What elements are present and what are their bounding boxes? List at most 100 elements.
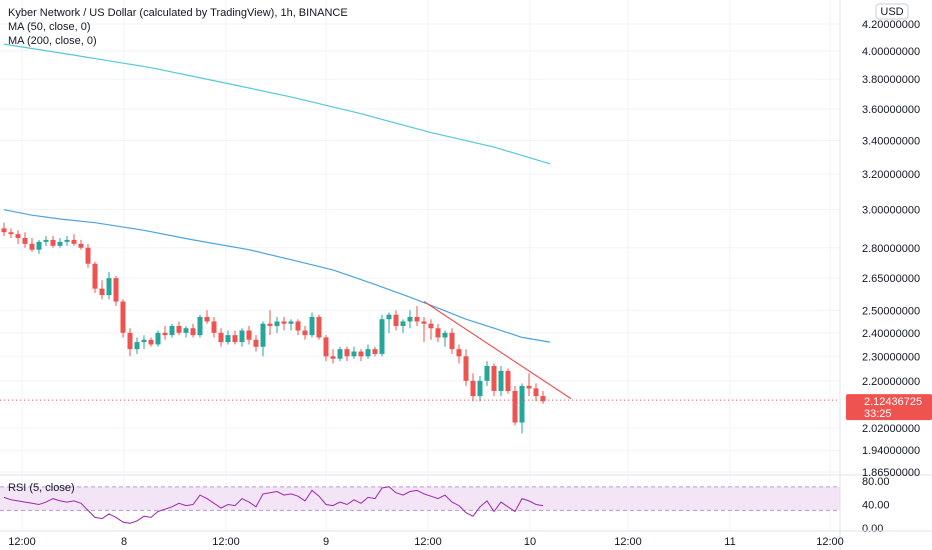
candle-body [491,365,497,391]
price-tick-label: 2.40000000 [862,328,920,340]
candle-body [393,314,399,326]
rsi-tick-label: 0.00 [862,523,883,535]
rsi-band [0,486,840,511]
candle-body [155,332,161,345]
candle-body [372,349,378,354]
candle-body [71,239,77,244]
last-price-badge: 2.12436725 33:25 [846,394,932,421]
candle-body [302,330,308,336]
candle-body [407,316,413,322]
time-tick-label: 9 [323,536,329,548]
price-axis[interactable]: 4.20000000 4.00000000 3.80000000 3.60000000… [839,0,920,550]
candle-body [260,323,266,347]
candle-body [225,335,231,343]
candle-body [120,301,126,333]
candle-body [197,316,203,336]
candle-body [512,390,518,423]
candle-body [232,335,238,343]
candle-body [316,316,322,338]
candle-body [113,278,119,302]
candle-body [127,332,133,350]
candle-body [400,321,406,326]
candle-body [330,356,336,359]
candle-body [253,339,259,347]
candle-body [498,370,504,391]
price-tick-label: 2.80000000 [862,243,920,255]
time-tick-label: 12:00 [816,536,844,548]
candle-body [99,288,105,296]
candle-body [22,237,28,244]
chart-legend: Kyber Network / US Dollar (calculated by… [8,7,348,47]
countdown-timer: 33:25 [864,408,892,420]
candle-body [274,321,280,326]
candle-body [526,385,532,389]
moving-averages [3,43,551,343]
time-axis[interactable]: 12:00 8 12:00 9 12:00 10 12:00 11 12:00 [0,530,932,548]
candle-body [533,388,539,397]
price-tick-label: 2.50000000 [862,305,920,317]
candle-body [1,228,7,233]
currency-button-label[interactable]: USD [880,6,903,18]
price-tick-label: 2.02000000 [862,423,920,435]
candle-body [442,332,448,338]
candle-body [15,234,21,238]
price-tick-label: 3.00000000 [862,205,920,217]
candle-body [344,349,350,357]
rsi-tick-label: 40.00 [862,499,890,511]
currency-button[interactable]: USD [875,3,909,20]
candle-body [190,328,196,336]
candle-body [267,323,273,326]
price-tick-label: 4.00000000 [862,46,920,58]
candle-body [162,332,168,336]
candle-body [85,247,91,264]
candle-body [50,239,56,246]
time-tick-label: 12:00 [414,536,442,548]
candle-body [428,323,434,329]
candle-body [379,319,385,354]
candle-body [57,241,63,246]
price-tick-label: 3.20000000 [862,169,920,181]
candle-body [470,380,476,397]
candle-body [43,239,49,242]
price-tick-label: 4.20000000 [862,19,920,31]
trendline[interactable] [423,301,572,400]
ma50-legend: MA (50, close, 0) [8,21,91,33]
time-tick-label: 11 [724,536,735,548]
currency-button-frame[interactable] [875,3,909,20]
candle-body [64,239,70,242]
price-tick-label: 1.86500000 [862,467,920,479]
ma-line-200 [3,43,551,165]
candle-body [148,339,154,345]
overlay [0,301,840,401]
candle-body [8,232,14,235]
candle-body [463,356,469,381]
candle-body [36,241,42,250]
last-price-value: 2.12436725 [864,396,922,408]
candle-body [365,349,371,357]
time-tick-label: 12:00 [614,536,642,548]
price-tick-label: 1.94000000 [862,445,920,457]
price-tick-label: 2.30000000 [862,351,920,363]
candle-body [29,243,35,250]
rsi-pane [0,486,840,524]
candle-body [281,321,287,324]
candle-body [211,321,217,333]
time-tick-label: 12:00 [8,536,36,548]
candle-body [351,351,357,357]
candle-body [309,316,315,336]
candle-body [505,370,511,391]
candle-body [176,325,182,333]
candle-body [337,349,343,359]
candle-body [169,325,175,336]
last-price-badge-bg [846,394,932,421]
candle-body [78,243,84,248]
candle-body [456,349,462,357]
candle-body [477,380,483,397]
chart-title: Kyber Network / US Dollar (calculated by… [8,7,348,19]
price-tick-label: 2.20000000 [862,376,920,388]
candle-body [141,339,147,343]
time-tick-label: 12:00 [212,536,240,548]
price-tick-label: 3.40000000 [862,136,920,148]
candle-body [239,330,245,343]
